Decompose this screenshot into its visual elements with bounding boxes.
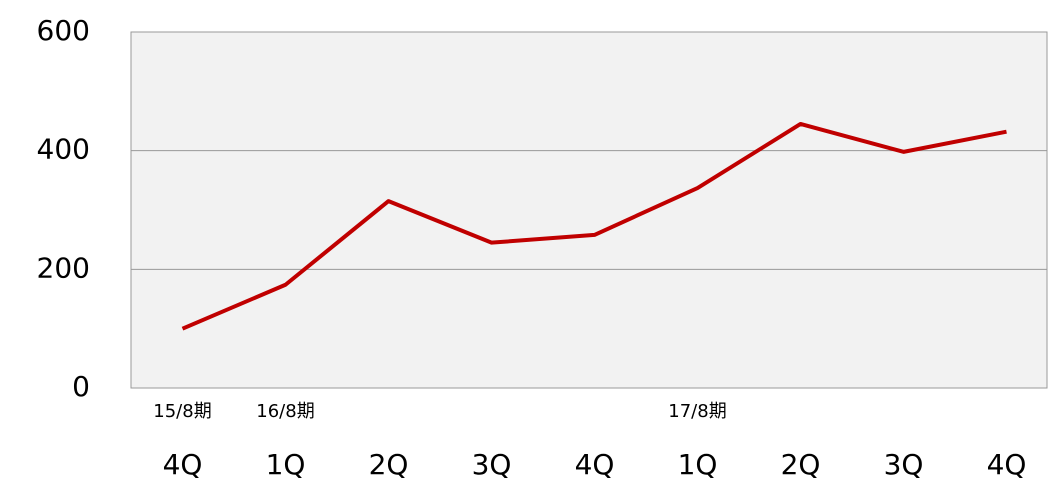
y-tick-label: 400 [37,133,90,166]
x-tick-label: 1Q [678,448,718,481]
line-series [181,121,1007,331]
y-tick-label: 200 [37,251,90,284]
x-tick-label: 3Q [884,448,924,481]
x-tick-label: 2Q [369,448,409,481]
x-tick-label: 3Q [472,448,512,481]
x-tick-label: 1Q [266,448,306,481]
x-tick-label: 4Q [575,448,615,481]
period-label: 16/8期 [256,401,314,422]
y-tick-label: 600 [37,14,90,47]
y-tick-label: 0 [72,370,90,403]
period-label: 17/8期 [668,401,726,422]
period-label: 15/8期 [153,401,211,422]
x-tick-label: 4Q [987,448,1027,481]
plot-area [130,31,1048,389]
x-tick-label: 2Q [781,448,821,481]
x-tick-label: 4Q [163,448,203,481]
